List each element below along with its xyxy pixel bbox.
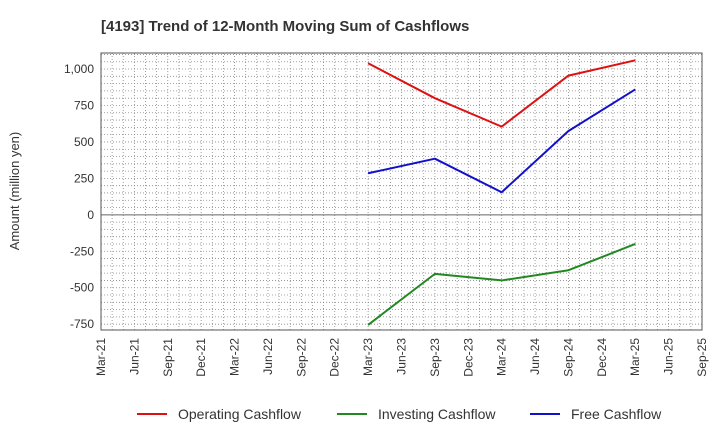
y-tick-labels: -750 -500 -250 0 250 500 750 1,000	[64, 62, 94, 331]
x-tick-labels: Mar-21 Jun-21 Sep-21 Dec-21 Mar-22 Jun-22 Sep-…	[94, 338, 709, 377]
chart-title: [4193] Trend of 12-Month Moving Sum of C…	[101, 18, 469, 35]
x-tick-label: Jun-22	[261, 338, 275, 375]
x-tick-label: Dec-21	[194, 338, 208, 377]
grid-lines	[100, 53, 703, 330]
series-line	[367, 59, 636, 128]
x-tick-label: Dec-23	[461, 338, 475, 377]
y-tick-label: 500	[74, 135, 94, 149]
x-tick-label: Sep-22	[294, 338, 308, 377]
x-tick-label: Jun-23	[395, 338, 409, 375]
legend-label: Investing Cashflow	[378, 406, 496, 422]
x-tick-label: Sep-21	[161, 338, 175, 377]
x-tick-label: Sep-23	[428, 338, 442, 377]
x-tick-label: Jun-25	[662, 338, 676, 375]
x-tick-label: Sep-25	[695, 338, 709, 377]
series-line	[367, 243, 636, 326]
x-tick-label: Mar-24	[495, 338, 509, 376]
x-tick-label: Mar-23	[361, 338, 375, 376]
plot-frame	[100, 52, 703, 331]
y-tick-label: -500	[70, 281, 94, 295]
y-axis-label: Amount (million yen)	[7, 132, 22, 251]
series-lines	[367, 59, 636, 326]
y-tick-label: -750	[70, 317, 94, 331]
x-tick-label: Jun-24	[528, 338, 542, 375]
series-line	[367, 88, 636, 194]
x-tick-label: Mar-22	[228, 338, 242, 376]
x-tick-label: Mar-21	[94, 338, 108, 376]
y-tick-label: -250	[70, 244, 94, 258]
x-tick-label: Jun-21	[127, 338, 141, 375]
legend-label: Free Cashflow	[571, 406, 662, 422]
y-tick-label: 750	[74, 98, 94, 112]
legend-label: Operating Cashflow	[178, 406, 302, 422]
legend: Operating Cashflow Investing Cashflow Free…	[137, 406, 662, 422]
x-tick-label: Mar-25	[628, 338, 642, 376]
x-tick-label: Dec-22	[328, 338, 342, 377]
y-tick-label: 0	[87, 208, 94, 222]
y-tick-label: 1,000	[64, 62, 94, 76]
x-tick-label: Sep-24	[561, 338, 575, 377]
x-tick-label: Dec-24	[595, 338, 609, 377]
y-tick-label: 250	[74, 171, 94, 185]
